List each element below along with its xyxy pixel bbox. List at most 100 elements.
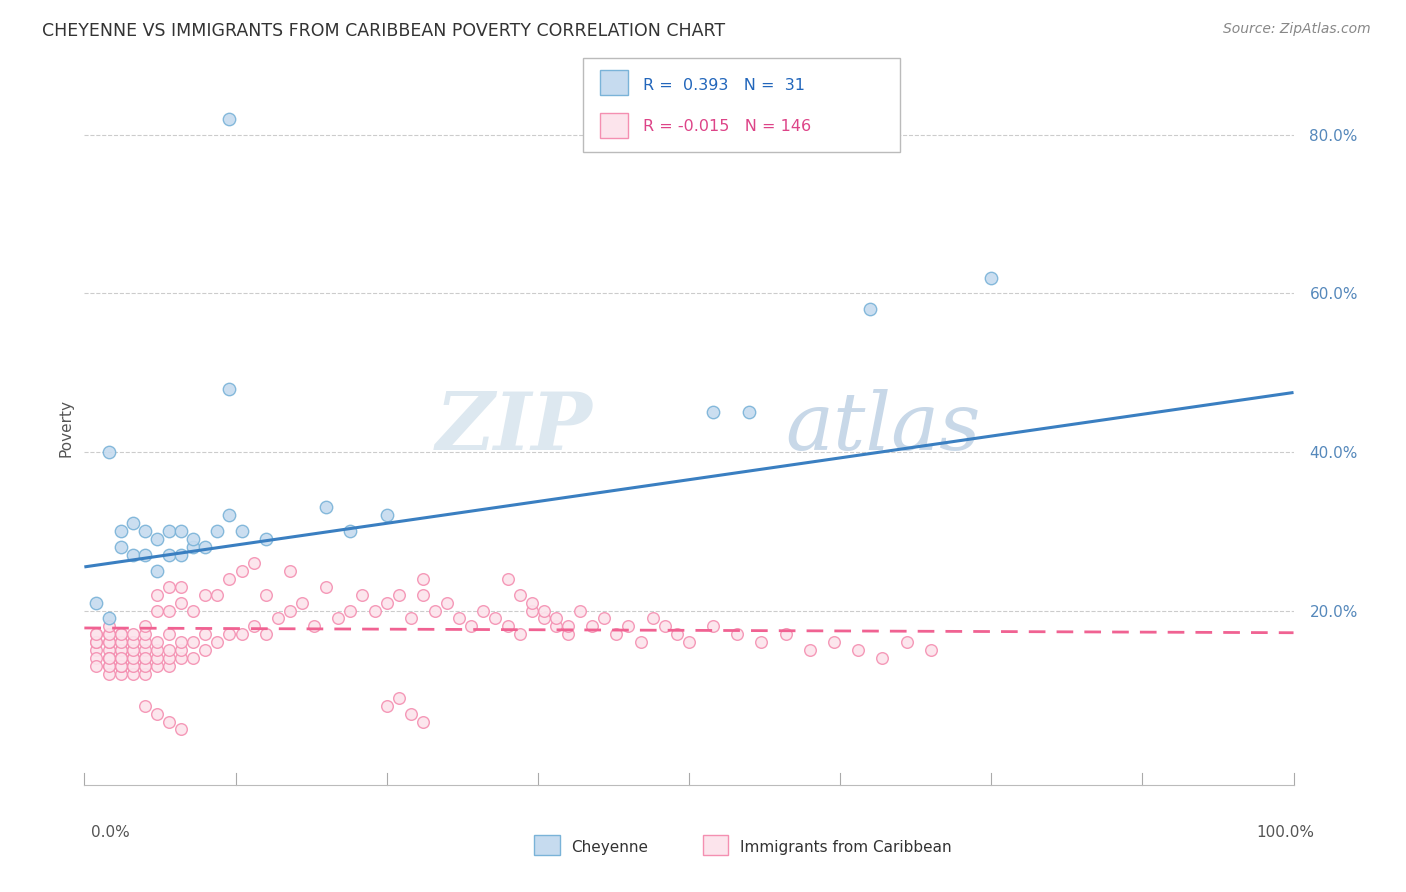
Point: [121, 659, 143, 673]
Text: R =  0.393   N =  31: R = 0.393 N = 31: [643, 78, 804, 93]
Point: [157, 524, 180, 539]
Text: Cheyenne: Cheyenne: [571, 840, 648, 855]
Point: [157, 627, 180, 641]
Point: [472, 603, 495, 617]
Point: [231, 524, 253, 539]
Point: [328, 611, 350, 625]
Point: [412, 572, 434, 586]
Point: [823, 635, 845, 649]
Point: [194, 540, 217, 554]
Point: [97, 659, 120, 673]
Point: [97, 627, 120, 641]
Point: [315, 580, 337, 594]
Point: [146, 651, 169, 665]
Y-axis label: Poverty: Poverty: [58, 399, 73, 458]
Point: [110, 635, 132, 649]
Point: [134, 619, 156, 633]
Point: [509, 627, 531, 641]
Point: [181, 651, 204, 665]
Point: [86, 643, 108, 657]
Point: [86, 596, 108, 610]
Point: [121, 651, 143, 665]
Point: [134, 643, 156, 657]
Point: [97, 651, 120, 665]
Point: [496, 572, 519, 586]
Point: [157, 643, 180, 657]
Point: [375, 596, 398, 610]
Point: [678, 635, 700, 649]
Point: [194, 627, 217, 641]
Point: [170, 524, 193, 539]
Point: [146, 603, 169, 617]
Point: [110, 659, 132, 673]
Point: [641, 611, 664, 625]
Point: [339, 524, 361, 539]
Point: [630, 635, 652, 649]
Point: [170, 635, 193, 649]
Point: [738, 405, 761, 419]
Point: [121, 643, 143, 657]
Point: [218, 627, 240, 641]
Point: [533, 611, 555, 625]
Point: [86, 627, 108, 641]
Point: [134, 548, 156, 562]
Text: atlas: atlas: [786, 390, 981, 467]
Point: [520, 603, 543, 617]
Point: [170, 580, 193, 594]
Point: [291, 596, 314, 610]
Point: [134, 627, 156, 641]
Point: [352, 588, 374, 602]
Point: [146, 532, 169, 546]
Point: [134, 667, 156, 681]
Point: [97, 611, 120, 625]
Point: [859, 302, 882, 317]
Point: [97, 635, 120, 649]
Point: [339, 603, 361, 617]
Point: [544, 611, 567, 625]
Point: [302, 619, 325, 633]
Point: [509, 588, 531, 602]
Point: [363, 603, 385, 617]
Point: [110, 635, 132, 649]
Point: [181, 540, 204, 554]
Point: [97, 445, 120, 459]
Point: [134, 659, 156, 673]
Point: [110, 667, 132, 681]
Point: [436, 596, 458, 610]
Point: [110, 540, 132, 554]
Point: [846, 643, 869, 657]
Point: [593, 611, 616, 625]
Point: [799, 643, 821, 657]
Point: [134, 651, 156, 665]
Point: [775, 627, 797, 641]
Point: [725, 627, 748, 641]
Point: [278, 603, 301, 617]
Point: [121, 635, 143, 649]
Point: [242, 619, 264, 633]
Point: [254, 627, 277, 641]
Point: [146, 643, 169, 657]
Point: [110, 651, 132, 665]
Point: [157, 580, 180, 594]
Point: [121, 667, 143, 681]
Point: [97, 651, 120, 665]
Point: [665, 627, 688, 641]
Point: [702, 619, 724, 633]
Point: [218, 508, 240, 523]
Point: [157, 548, 180, 562]
Text: ZIP: ZIP: [436, 390, 592, 467]
Point: [254, 532, 277, 546]
Point: [375, 508, 398, 523]
Point: [654, 619, 676, 633]
Point: [121, 516, 143, 531]
Point: [97, 619, 120, 633]
Point: [86, 627, 108, 641]
Point: [605, 627, 627, 641]
Point: [97, 659, 120, 673]
Point: [157, 651, 180, 665]
Point: [231, 627, 253, 641]
Point: [375, 698, 398, 713]
Point: [388, 588, 411, 602]
Point: [751, 635, 773, 649]
Point: [134, 635, 156, 649]
